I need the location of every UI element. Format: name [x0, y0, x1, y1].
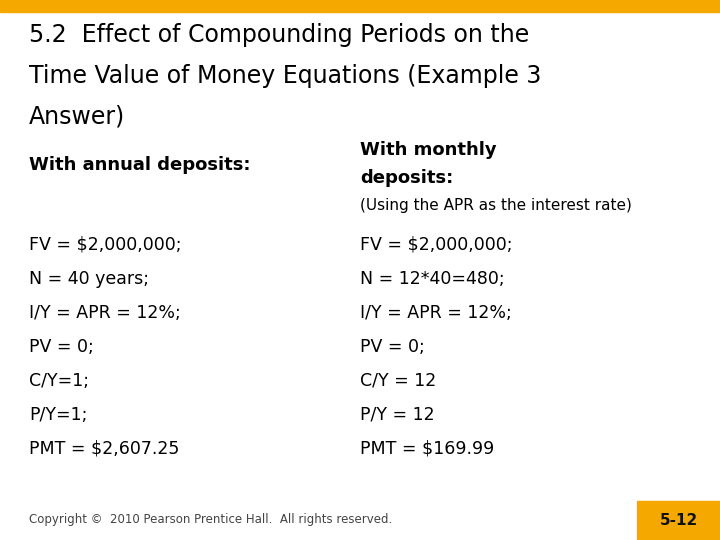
Text: With monthly: With monthly — [360, 141, 497, 159]
Text: PMT = $169.99: PMT = $169.99 — [360, 440, 494, 458]
Text: C/Y = 12: C/Y = 12 — [360, 372, 436, 390]
Text: Time Value of Money Equations (Example 3: Time Value of Money Equations (Example 3 — [29, 64, 541, 87]
Text: Answer): Answer) — [29, 104, 125, 128]
Text: C/Y=1;: C/Y=1; — [29, 372, 89, 390]
Text: I/Y = APR = 12%;: I/Y = APR = 12%; — [29, 303, 181, 322]
Text: Copyright ©  2010 Pearson Prentice Hall.  All rights reserved.: Copyright © 2010 Pearson Prentice Hall. … — [29, 513, 392, 526]
Text: deposits:: deposits: — [360, 169, 454, 187]
Text: P/Y = 12: P/Y = 12 — [360, 406, 435, 424]
Bar — [637, 501, 720, 540]
Text: P/Y=1;: P/Y=1; — [29, 406, 87, 424]
Text: N = 40 years;: N = 40 years; — [29, 269, 149, 288]
Text: With annual deposits:: With annual deposits: — [29, 156, 251, 174]
Text: FV = $2,000,000;: FV = $2,000,000; — [29, 235, 181, 254]
Text: N = 12*40=480;: N = 12*40=480; — [360, 269, 505, 288]
Text: 5.2  Effect of Compounding Periods on the: 5.2 Effect of Compounding Periods on the — [29, 23, 529, 47]
Text: PV = 0;: PV = 0; — [29, 338, 94, 356]
Text: I/Y = APR = 12%;: I/Y = APR = 12%; — [360, 303, 512, 322]
Text: PMT = $2,607.25: PMT = $2,607.25 — [29, 440, 179, 458]
Bar — [0, 0, 720, 12]
Text: (Using the APR as the interest rate): (Using the APR as the interest rate) — [360, 198, 632, 213]
Text: 5-12: 5-12 — [660, 513, 698, 528]
Text: FV = $2,000,000;: FV = $2,000,000; — [360, 235, 513, 254]
Text: PV = 0;: PV = 0; — [360, 338, 425, 356]
